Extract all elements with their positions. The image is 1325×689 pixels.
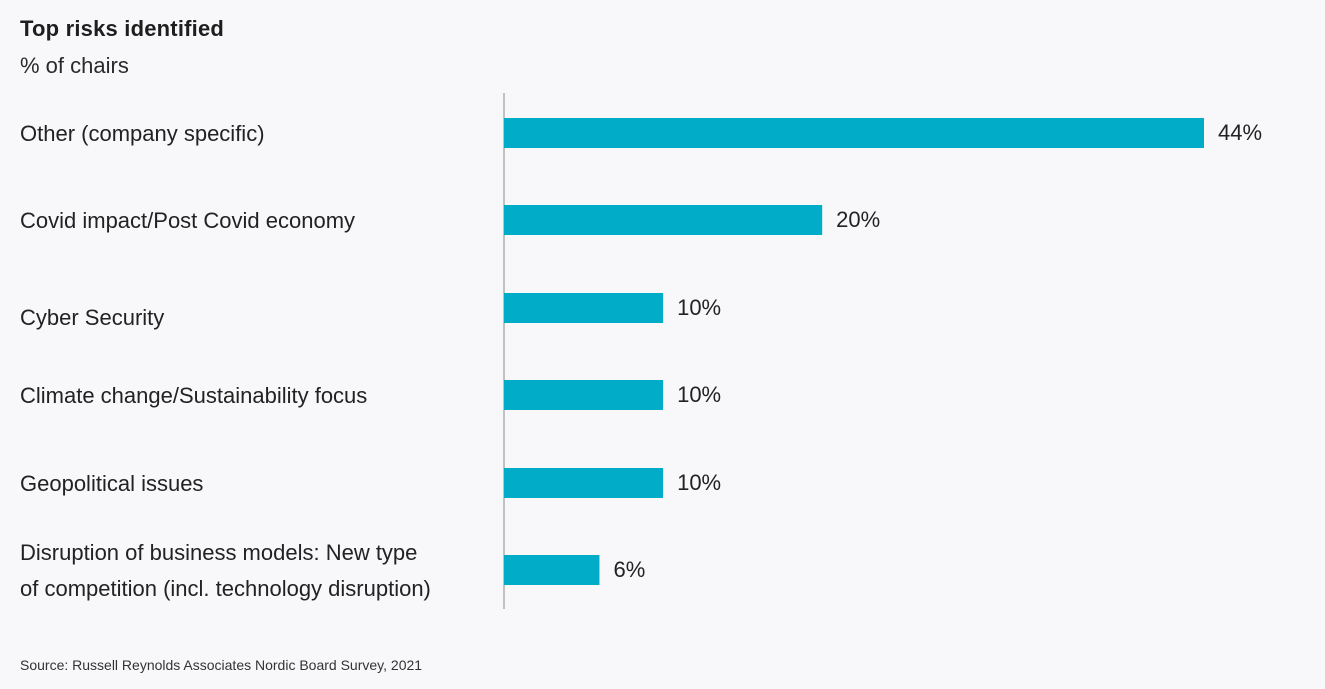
category-label: Disruption of business models: New type: [20, 540, 417, 565]
data-label: 44%: [1218, 120, 1262, 145]
category-label: Covid impact/Post Covid economy: [20, 208, 355, 233]
bar: [504, 118, 1204, 148]
chart-title: Top risks identified: [20, 16, 225, 41]
bar: [504, 468, 664, 498]
bar: [504, 293, 664, 323]
data-label: 10%: [677, 470, 721, 495]
bar: [504, 380, 664, 410]
bar: [504, 205, 823, 235]
source-note: Source: Russell Reynolds Associates Nord…: [20, 657, 423, 673]
data-label: 6%: [613, 557, 645, 582]
data-label: 10%: [677, 382, 721, 407]
category-label: Cyber Security: [20, 305, 164, 330]
category-label: Other (company specific): [20, 121, 265, 146]
category-label: Climate change/Sustainability focus: [20, 383, 367, 408]
chart-subtitle: % of chairs: [20, 53, 129, 78]
category-label: Geopolitical issues: [20, 471, 203, 496]
bar: [504, 555, 600, 585]
category-label: of competition (incl. technology disrupt…: [20, 576, 431, 601]
bars-group: Other (company specific) 44% Covid impact/…: [20, 118, 1262, 601]
data-label: 20%: [836, 207, 880, 232]
data-label: 10%: [677, 295, 721, 320]
